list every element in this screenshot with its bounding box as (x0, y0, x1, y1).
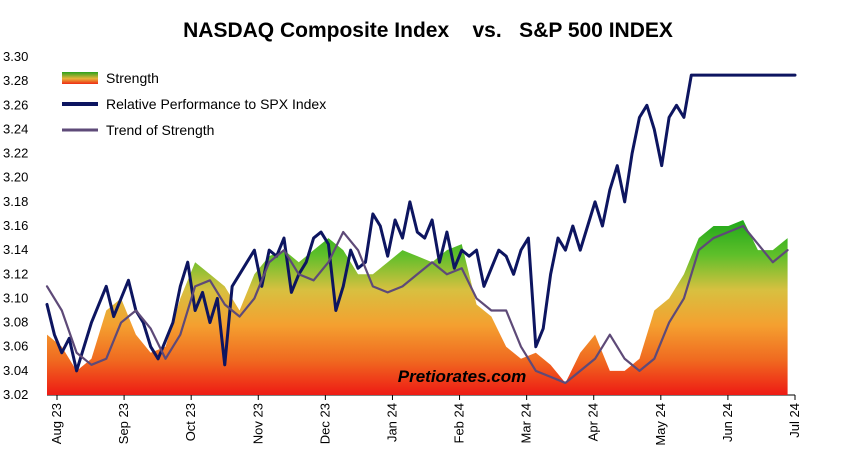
y-tick-label: 3.28 (3, 73, 28, 88)
x-tick-label: Jun 24 (720, 403, 735, 442)
x-tick-label: Nov 23 (250, 403, 265, 444)
x-tick-label: Oct 23 (183, 403, 198, 441)
legend-label-strength: Strength (106, 70, 159, 86)
legend-label-trend: Trend of Strength (106, 122, 214, 138)
y-tick-label: 3.12 (3, 266, 28, 281)
y-tick-label: 3.20 (3, 170, 28, 185)
legend: Strength Relative Performance to SPX Ind… (62, 70, 326, 138)
y-tick-label: 3.16 (3, 218, 28, 233)
x-tick-label: Apr 24 (586, 403, 601, 441)
y-tick-label: 3.02 (3, 387, 28, 402)
x-axis: Aug 23 Sep 23 Oct 23 Nov 23 Dec 23 Jan 24 Feb … (47, 394, 802, 446)
x-tick-label: Mar 24 (519, 403, 534, 443)
y-tick-label: 3.14 (3, 242, 28, 257)
lines-layer (45, 73, 797, 385)
y-tick-label: 3.22 (3, 146, 28, 161)
y-axis: 3.02 3.04 3.06 3.08 3.10 3.12 3.14 3.16 3.18 3.20… (3, 49, 28, 402)
relative-performance-line (45, 73, 797, 373)
x-tick-label: Dec 23 (317, 403, 332, 444)
x-tick-label: Jan 24 (384, 403, 399, 442)
x-tick-label: Sep 23 (116, 403, 131, 444)
strength-area-layer (47, 219, 788, 395)
x-tick-label: Aug 23 (49, 403, 64, 444)
y-tick-label: 3.30 (3, 49, 28, 64)
y-tick-label: 3.04 (3, 363, 28, 378)
chart-title: NASDAQ Composite Index vs. S&P 500 INDEX (183, 19, 673, 42)
y-tick-label: 3.18 (3, 194, 28, 209)
watermark-text: Pretiorates.com (398, 367, 527, 386)
legend-label-relative: Relative Performance to SPX Index (106, 96, 326, 112)
x-tick-label: Feb 24 (452, 403, 467, 443)
y-tick-label: 3.06 (3, 339, 28, 354)
y-tick-label: 3.08 (3, 315, 28, 330)
trend-of-strength-line (45, 224, 789, 385)
x-tick-label: Jul 24 (787, 403, 802, 438)
strength-area (47, 219, 788, 395)
y-tick-label: 3.24 (3, 121, 28, 136)
y-tick-label: 3.26 (3, 97, 28, 112)
x-tick-label: May 24 (653, 403, 668, 446)
y-tick-label: 3.10 (3, 290, 28, 305)
legend-swatch-strength (62, 72, 98, 84)
